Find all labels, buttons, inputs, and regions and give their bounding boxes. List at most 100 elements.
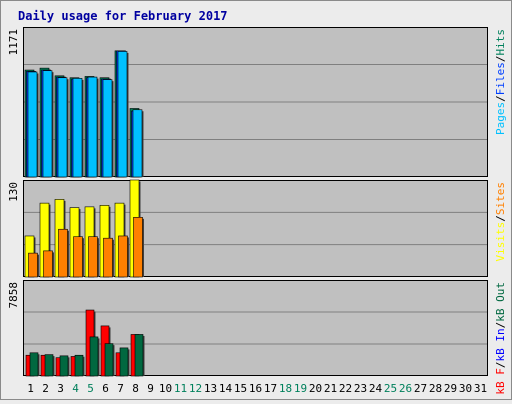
bar-pages	[57, 77, 68, 178]
panel-visits-sites-day-2	[39, 202, 54, 278]
panel-visits-sites-day-6	[99, 205, 114, 278]
bar-pages	[72, 78, 83, 178]
bar-sites	[133, 217, 143, 278]
panel-kbytes-legend: kB F/kB In/kB Out	[494, 282, 507, 395]
legend-item-: /	[494, 215, 507, 222]
legend-item-files: Files	[494, 62, 507, 95]
panel-visits-sites-day-3	[54, 199, 69, 278]
legend-item-hits: Hits	[494, 29, 507, 56]
panel-kbytes-day-3	[55, 355, 70, 377]
x-tick-label: 22	[339, 382, 352, 395]
bar-pages	[27, 71, 38, 178]
legend-item-visits: Visits	[494, 222, 507, 262]
panel-visits-sites-day-5	[84, 206, 99, 278]
x-tick-label: 3	[57, 382, 64, 395]
x-tick-label: 14	[219, 382, 233, 395]
panel-visits-sites-border	[23, 180, 488, 277]
bar-sites	[88, 236, 98, 278]
bar-sites	[43, 250, 53, 278]
x-tick-label: 11	[174, 382, 187, 395]
panel-kbytes-day-7	[115, 347, 130, 377]
bar-sites	[28, 252, 38, 278]
x-tick-label: 10	[159, 382, 172, 395]
legend-item-kb-out: kB Out	[494, 282, 507, 322]
x-tick-label: 4	[72, 382, 79, 395]
x-tick-label: 21	[324, 382, 337, 395]
x-tick-label: 13	[204, 382, 217, 395]
bar-sites	[58, 228, 68, 278]
bar-sites	[103, 237, 113, 278]
x-tick-label: 8	[132, 382, 139, 395]
legend-item-: /	[494, 362, 507, 369]
bar-pages	[87, 76, 98, 178]
chart-title: Daily usage for February 2017	[18, 9, 228, 23]
x-tick-label: 24	[369, 382, 383, 395]
legend-item-kb-in: kB In	[494, 328, 507, 361]
x-tick-label: 16	[249, 382, 262, 395]
x-tick-label: 19	[294, 382, 307, 395]
panel-visits-sites-day-8	[129, 179, 144, 278]
x-tick-label: 23	[354, 382, 367, 395]
x-tick-label: 28	[429, 382, 442, 395]
legend-item-sites: Sites	[494, 182, 507, 215]
panel-hits-files-pages-day-7	[114, 50, 129, 178]
x-tick-label: 29	[444, 382, 457, 395]
panel-hits-files-pages-day-1	[24, 69, 39, 178]
panel-visits-sites-legend: Visits/Sites	[494, 182, 507, 262]
x-tick-label: 18	[279, 382, 292, 395]
x-tick-label: 27	[414, 382, 427, 395]
panel-hits-files-pages-day-3	[54, 75, 69, 178]
bar-pages	[42, 70, 53, 178]
bar-pages	[117, 51, 128, 178]
panel-visits-sites-day-7	[114, 202, 129, 278]
bar-kb-out	[134, 334, 144, 377]
panel-kbytes-day-8	[130, 334, 145, 377]
panel-hits-files-pages-day-8	[129, 108, 144, 178]
x-tick-label: 30	[459, 382, 472, 395]
panel-hits-files-pages-legend: Pages/Files/Hits	[494, 29, 507, 135]
x-tick-label: 25	[384, 382, 397, 395]
x-tick-label: 20	[309, 382, 322, 395]
legend-item-: /	[494, 95, 507, 102]
chart-panels: 1171Pages/Files/Hits130Visits/Sites7858k…	[7, 27, 507, 395]
legend-item-pages: Pages	[494, 102, 507, 135]
panel-kbytes-day-5	[85, 309, 100, 377]
x-tick-label: 5	[87, 382, 94, 395]
panel-kbytes-day-1	[25, 352, 40, 377]
panel-hits-files-pages-border	[23, 27, 488, 177]
x-tick-label: 26	[399, 382, 412, 395]
x-tick-label: 2	[42, 382, 49, 395]
panel-kbytes-day-6	[100, 325, 115, 377]
x-tick-label: 7	[117, 382, 124, 395]
legend-item-kb-f: kB F	[494, 368, 507, 395]
bar-sites	[118, 235, 128, 278]
panel-visits-sites: 130 Visits/Sites	[7, 179, 507, 278]
panel-hits-files-pages-day-4	[69, 77, 84, 178]
panel-hits-files-pages-day-2	[39, 67, 54, 178]
x-tick-label: 17	[264, 382, 277, 395]
bar-kb-out	[74, 354, 84, 377]
panel-hits-files-pages-ymax-label: 1171	[7, 29, 20, 56]
x-tick-label: 12	[189, 382, 202, 395]
bar-kb-out	[119, 347, 129, 377]
x-tick-label: 6	[102, 382, 109, 395]
bar-sites	[73, 236, 83, 278]
panel-kbytes-plot-area	[23, 280, 488, 376]
panel-visits-sites-day-4	[69, 207, 84, 278]
bar-kb-out	[44, 354, 54, 377]
x-tick-label: 31	[474, 382, 487, 395]
bar-pages	[132, 109, 143, 178]
bar-kb-out	[29, 352, 39, 377]
panel-hits-files-pages-day-6	[99, 77, 114, 178]
x-tick-label: 15	[234, 382, 247, 395]
panel-kbytes-day-2	[40, 354, 55, 377]
panel-hits-files-pages-day-5	[84, 76, 99, 178]
x-tick-label: 9	[147, 382, 154, 395]
panel-kbytes-border	[23, 280, 488, 376]
x-tick-label: 1	[27, 382, 34, 395]
legend-item-: /	[494, 322, 507, 329]
bar-kb-out	[89, 336, 99, 377]
